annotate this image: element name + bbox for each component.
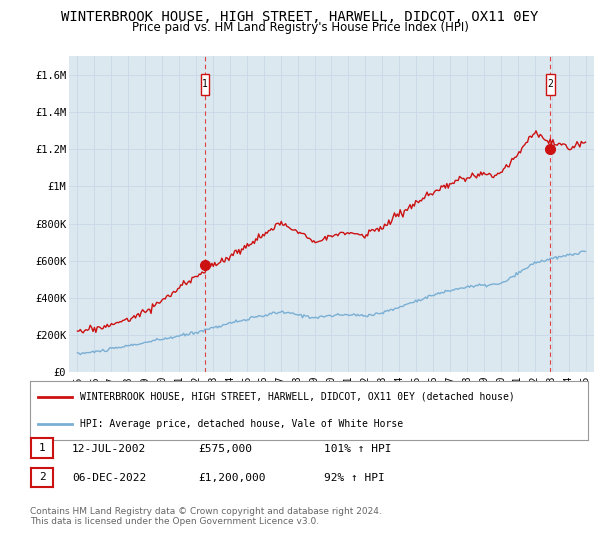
Text: £575,000: £575,000 <box>198 444 252 454</box>
Text: HPI: Average price, detached house, Vale of White Horse: HPI: Average price, detached house, Vale… <box>80 419 403 429</box>
Text: 2: 2 <box>547 80 553 90</box>
FancyBboxPatch shape <box>201 74 209 95</box>
Text: Contains HM Land Registry data © Crown copyright and database right 2024.
This d: Contains HM Land Registry data © Crown c… <box>30 507 382 526</box>
Text: WINTERBROOK HOUSE, HIGH STREET, HARWELL, DIDCOT, OX11 0EY (detached house): WINTERBROOK HOUSE, HIGH STREET, HARWELL,… <box>80 391 515 402</box>
FancyBboxPatch shape <box>546 74 554 95</box>
Text: 2: 2 <box>38 472 46 482</box>
Text: 92% ↑ HPI: 92% ↑ HPI <box>324 473 385 483</box>
Text: 12-JUL-2002: 12-JUL-2002 <box>72 444 146 454</box>
Text: 1: 1 <box>202 80 208 90</box>
Text: £1,200,000: £1,200,000 <box>198 473 265 483</box>
Text: 06-DEC-2022: 06-DEC-2022 <box>72 473 146 483</box>
Text: 1: 1 <box>38 443 46 453</box>
Text: 101% ↑ HPI: 101% ↑ HPI <box>324 444 392 454</box>
Text: Price paid vs. HM Land Registry's House Price Index (HPI): Price paid vs. HM Land Registry's House … <box>131 21 469 34</box>
Text: WINTERBROOK HOUSE, HIGH STREET, HARWELL, DIDCOT, OX11 0EY: WINTERBROOK HOUSE, HIGH STREET, HARWELL,… <box>61 10 539 24</box>
